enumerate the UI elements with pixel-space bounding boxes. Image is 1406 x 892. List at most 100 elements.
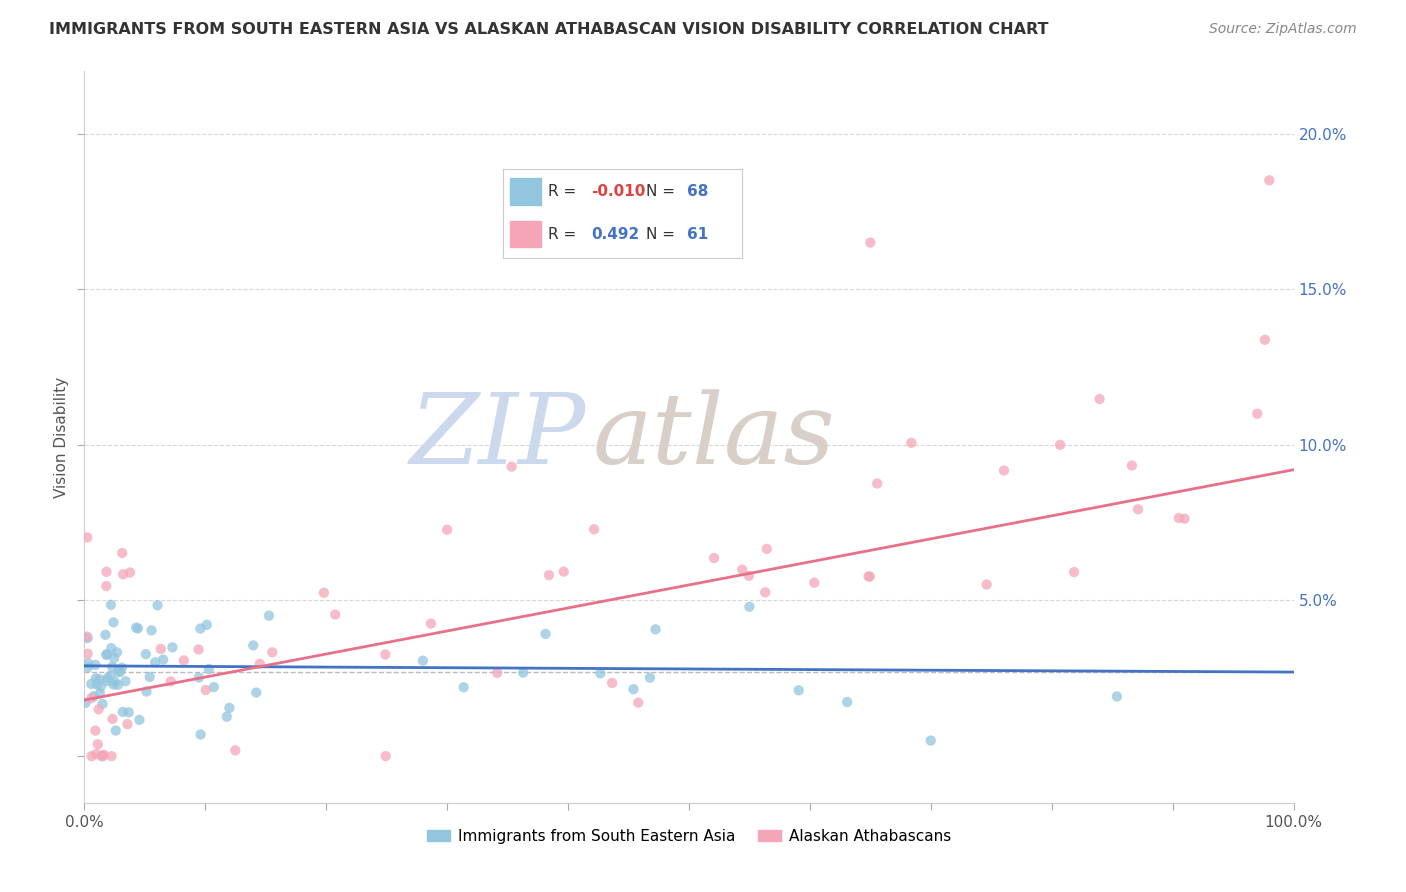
Point: [141, 624, 163, 638]
Point: [859, 569, 882, 583]
Point: [512, 665, 534, 680]
Point: [412, 654, 434, 668]
Point: [98, 668, 121, 682]
Point: [537, 568, 560, 582]
Point: [101, 712, 124, 726]
Point: [114, 674, 136, 689]
Point: [84, 723, 107, 738]
Point: [215, 709, 238, 723]
Point: [108, 665, 131, 679]
Point: [224, 743, 246, 757]
Point: [152, 652, 174, 666]
Point: [312, 586, 335, 600]
Point: [755, 541, 778, 556]
Text: 0.492: 0.492: [592, 227, 640, 242]
Point: [118, 706, 141, 720]
Text: ZIP: ZIP: [411, 390, 586, 484]
Point: [107, 678, 129, 692]
Text: -0.010: -0.010: [592, 184, 645, 199]
Point: [1049, 438, 1071, 452]
Point: [96, 579, 118, 593]
Point: [100, 598, 122, 612]
Point: [107, 665, 129, 679]
Point: [1167, 511, 1189, 525]
Point: [77, 657, 100, 671]
Point: [553, 565, 575, 579]
Point: [245, 685, 267, 699]
Point: [900, 435, 922, 450]
Bar: [510, 178, 541, 204]
Point: [1121, 458, 1143, 473]
Text: IMMIGRANTS FROM SOUTH EASTERN ASIA VS ALASKAN ATHABASCAN VISION DISABILITY CORRE: IMMIGRANTS FROM SOUTH EASTERN ASIA VS AL…: [49, 22, 1049, 37]
Legend: Immigrants from South Eastern Asia, Alaskan Athabascans: Immigrants from South Eastern Asia, Alas…: [420, 822, 957, 850]
Point: [93, 747, 115, 762]
Point: [194, 682, 217, 697]
Point: [138, 670, 160, 684]
Point: [118, 566, 141, 580]
Point: [143, 655, 166, 669]
Point: [84, 747, 107, 761]
Point: [262, 645, 284, 659]
Point: [127, 621, 149, 635]
Point: [100, 641, 122, 656]
Point: [198, 662, 221, 676]
Text: N =: N =: [647, 184, 681, 199]
Point: [835, 695, 858, 709]
Text: 68: 68: [688, 184, 709, 199]
Point: [111, 705, 134, 719]
Point: [96, 671, 118, 685]
Point: [453, 680, 475, 694]
Point: [1246, 407, 1268, 421]
Point: [323, 607, 346, 622]
Point: [101, 660, 124, 674]
Point: [731, 563, 754, 577]
Point: [627, 696, 650, 710]
Point: [80, 677, 103, 691]
Point: [589, 666, 612, 681]
Point: [87, 737, 110, 751]
Y-axis label: Vision Disability: Vision Disability: [53, 376, 69, 498]
Point: [534, 627, 557, 641]
Point: [76, 630, 98, 644]
Point: [420, 616, 443, 631]
Point: [94, 628, 117, 642]
Point: [1174, 511, 1197, 525]
Point: [218, 701, 240, 715]
Point: [190, 727, 212, 741]
Point: [146, 599, 169, 613]
Point: [187, 642, 209, 657]
Point: [1258, 173, 1281, 187]
Point: [100, 749, 122, 764]
Point: [149, 642, 172, 657]
Point: [103, 651, 125, 665]
Point: [80, 749, 103, 764]
Point: [162, 640, 184, 655]
Point: [105, 645, 128, 659]
Text: atlas: atlas: [592, 390, 835, 484]
Point: [738, 569, 761, 583]
Point: [644, 623, 666, 637]
Point: [249, 657, 271, 671]
Point: [125, 621, 148, 635]
Point: [90, 749, 112, 764]
Point: [374, 749, 396, 764]
Point: [84, 657, 107, 672]
Point: [76, 531, 98, 545]
Point: [866, 476, 889, 491]
Point: [202, 680, 225, 694]
Point: [1105, 690, 1128, 704]
Point: [159, 674, 181, 689]
Point: [80, 691, 103, 706]
Point: [1126, 502, 1149, 516]
Point: [112, 567, 135, 582]
Point: [1254, 333, 1277, 347]
Text: R =: R =: [548, 227, 581, 242]
Point: [738, 599, 761, 614]
Point: [76, 631, 98, 645]
Point: [195, 617, 218, 632]
Point: [436, 523, 458, 537]
Point: [89, 687, 111, 701]
Point: [111, 661, 134, 675]
Point: [374, 648, 396, 662]
Point: [859, 235, 882, 250]
